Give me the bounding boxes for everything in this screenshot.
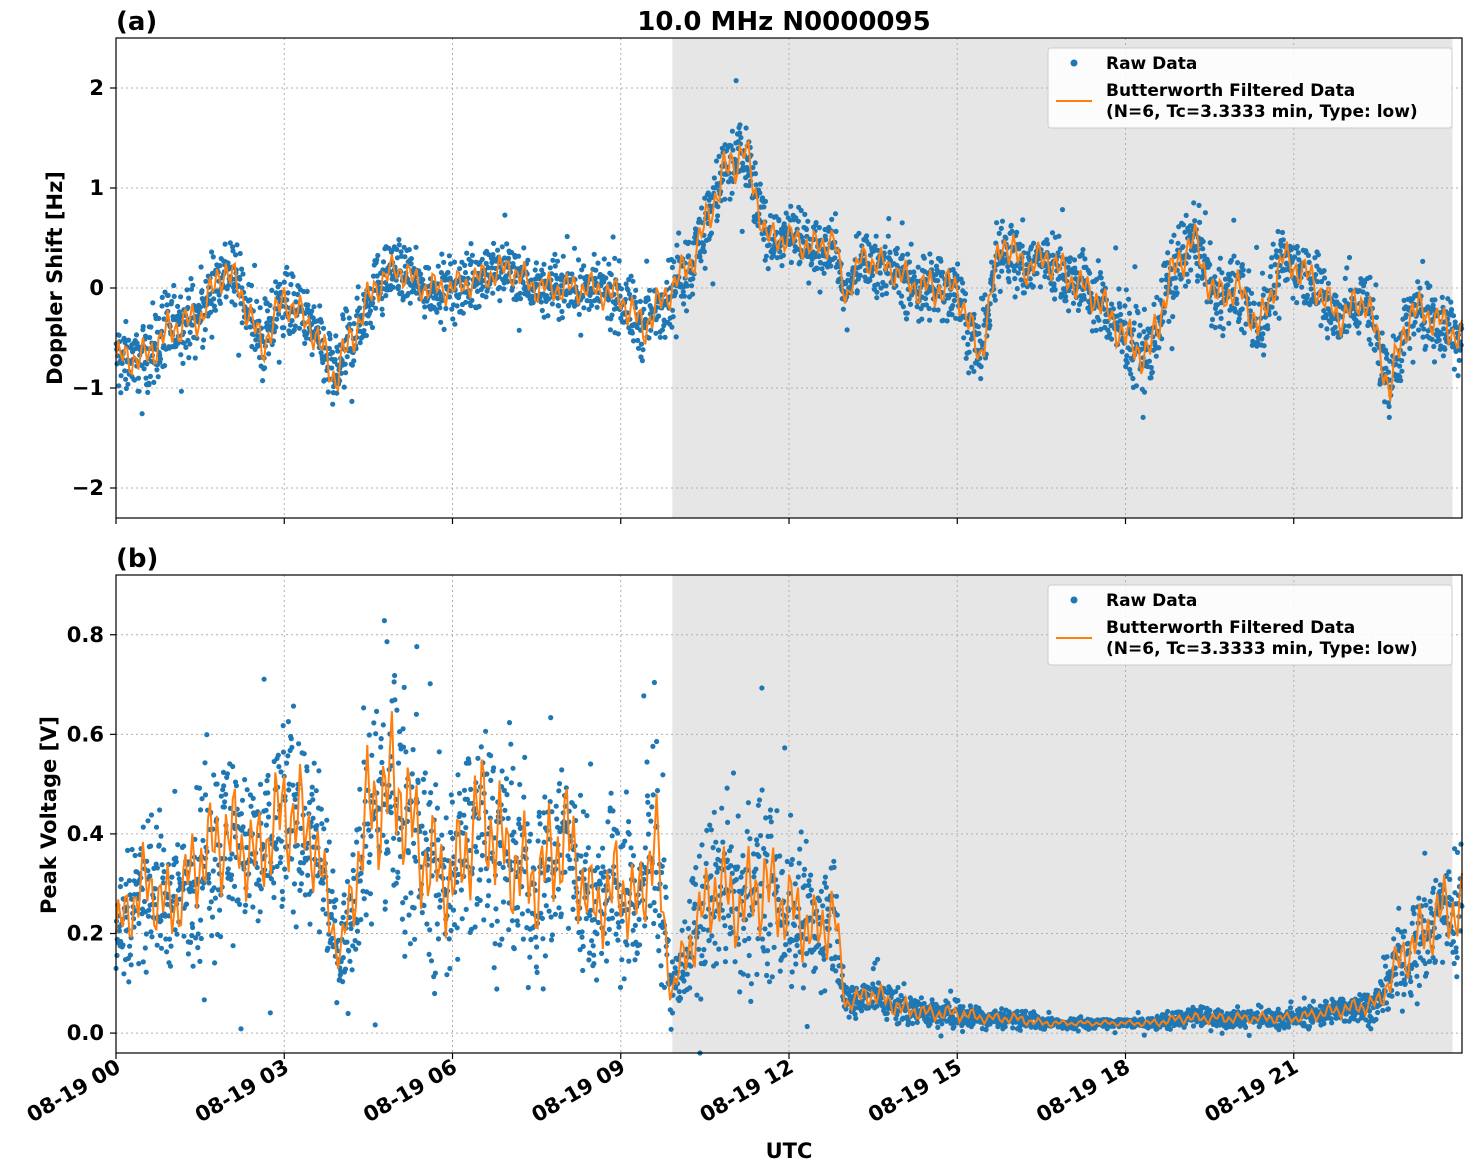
legend-filtered-label-a: Butterworth Filtered Data	[1106, 81, 1355, 101]
panel-a-doppler: −2 −1 0 1 2 (a) 10.0 MHz N0000095 Doppler Sh…	[43, 7, 1465, 524]
chart-title: 10.0 MHz N0000095	[637, 7, 930, 37]
y-tick-label: −2	[72, 476, 104, 500]
y-tick-label: 0.8	[67, 623, 104, 647]
legend-filtered-label-b: Butterworth Filtered Data	[1106, 618, 1355, 638]
x-tick-label: 08-19 18	[1032, 1055, 1134, 1128]
legend-box-b	[1047, 584, 1453, 666]
x-tick-label: 08-19 09	[527, 1055, 629, 1128]
x-tick-label: 08-19 21	[1200, 1055, 1302, 1128]
raw-data-points	[113, 617, 1465, 1056]
legend-raw-label-a: Raw Data	[1106, 54, 1197, 74]
y-tick-label: 2	[89, 76, 104, 100]
panel-label-a: (a)	[116, 7, 157, 37]
x-tick-label: 08-19 00	[23, 1055, 125, 1128]
x-tick-label: 08-19 15	[864, 1055, 966, 1128]
y-tick-label: −1	[72, 376, 104, 400]
y-tick-label: 1	[89, 176, 104, 200]
ticks-a: −2 −1 0 1 2	[72, 76, 1295, 524]
y-axis-label-a: Doppler Shift [Hz]	[43, 171, 67, 385]
x-tick-label: 08-19 12	[696, 1055, 798, 1128]
panel-label-b: (b)	[116, 544, 158, 574]
x-tick-label: 08-19 06	[359, 1055, 461, 1128]
y-tick-label: 0.2	[67, 922, 104, 946]
x-tick-label: 08-19 03	[191, 1055, 293, 1128]
y-tick-label: 0	[89, 276, 104, 300]
y-tick-label: 0.6	[67, 722, 104, 746]
y-tick-label: 0.0	[67, 1021, 104, 1045]
legend-raw-label-b: Raw Data	[1106, 591, 1197, 611]
panel-b-voltage: 0.0 0.2 0.4 0.6 0.8 08-19 00 08-19 03 08-19 06 0…	[23, 544, 1465, 1163]
legend-box-a	[1047, 47, 1453, 129]
legend-raw-marker-b	[1070, 596, 1078, 604]
x-axis-label: UTC	[766, 1139, 813, 1163]
filtered-line-b	[115, 711, 1463, 1029]
legend-a: Raw Data Butterworth Filtered Data (N=6,…	[1047, 47, 1453, 129]
legend-raw-marker-a	[1070, 59, 1078, 67]
legend-b: Raw Data Butterworth Filtered Data (N=6,…	[1047, 584, 1453, 666]
raw-data-scatter-b	[113, 617, 1465, 1056]
y-axis-label-b: Peak Voltage [V]	[37, 716, 61, 914]
filtered-line-a	[115, 138, 1463, 402]
legend-filtered-params-b: (N=6, Tc=3.3333 min, Type: low)	[1106, 639, 1418, 659]
y-tick-label: 0.4	[67, 822, 104, 846]
legend-filtered-params-a: (N=6, Tc=3.3333 min, Type: low)	[1106, 102, 1418, 122]
